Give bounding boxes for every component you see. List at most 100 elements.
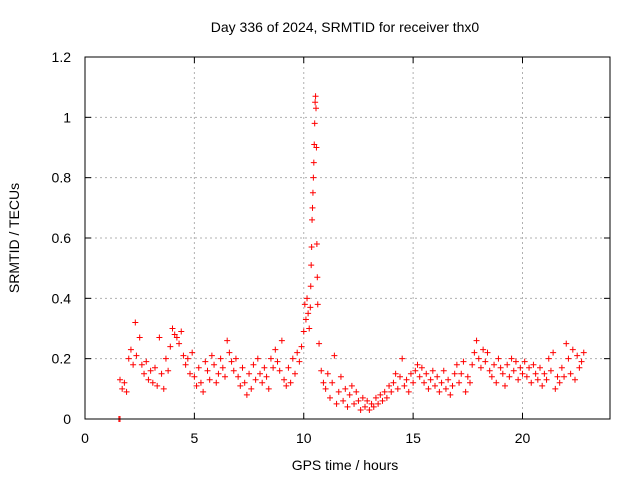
data-point	[173, 334, 180, 341]
data-point	[329, 379, 336, 386]
data-point	[491, 361, 498, 368]
data-point	[145, 376, 152, 383]
data-point	[160, 385, 167, 392]
data-point	[178, 328, 185, 335]
data-point	[364, 397, 371, 404]
data-point	[311, 141, 318, 148]
data-point	[397, 373, 403, 380]
data-point	[191, 373, 198, 380]
data-point	[318, 367, 325, 374]
data-point	[310, 159, 317, 166]
data-point	[418, 364, 425, 371]
data-point	[281, 376, 288, 383]
data-point	[512, 358, 519, 365]
data-point	[543, 376, 550, 383]
data-point	[456, 379, 463, 386]
plot-frame	[84, 56, 611, 420]
data-point	[534, 376, 541, 383]
y-tick-label: 1	[63, 109, 71, 125]
data-point	[309, 189, 316, 196]
data-points	[115, 93, 587, 422]
data-point	[436, 388, 443, 395]
data-point	[308, 262, 315, 269]
data-point	[143, 358, 150, 365]
data-point	[171, 331, 178, 338]
data-point	[357, 406, 364, 413]
data-point	[539, 382, 546, 389]
data-point	[460, 358, 467, 365]
data-point	[314, 301, 321, 308]
data-point	[187, 370, 193, 377]
data-point	[272, 346, 279, 353]
data-point	[302, 316, 309, 323]
axis-ticks: 0 0.2 0.4 0.6 0.8 1 1.2 0 5 10 15 20	[52, 49, 610, 446]
data-point	[228, 358, 235, 365]
data-point	[386, 382, 393, 389]
y-tick-label: 0.4	[52, 290, 72, 306]
data-point	[434, 373, 441, 380]
data-point	[313, 241, 320, 248]
data-point	[475, 355, 482, 362]
data-point	[158, 370, 165, 377]
data-point	[403, 376, 410, 383]
x-tick-label: 15	[405, 430, 421, 446]
data-point	[580, 349, 587, 356]
data-point	[176, 340, 183, 347]
data-point	[541, 370, 548, 377]
data-point	[432, 382, 438, 389]
data-point	[348, 382, 355, 389]
data-point	[407, 370, 414, 377]
x-tick-label: 0	[81, 430, 89, 446]
y-tick-label: 0.8	[52, 170, 72, 186]
data-point	[462, 388, 469, 395]
data-point	[375, 400, 382, 407]
x-tick-label: 20	[515, 430, 531, 446]
data-point	[327, 394, 333, 401]
data-point	[133, 352, 140, 359]
data-point	[267, 355, 274, 362]
data-point	[289, 355, 296, 362]
data-point	[309, 216, 316, 223]
data-point	[556, 379, 563, 386]
data-point	[528, 379, 535, 386]
data-point	[342, 385, 349, 392]
data-point	[305, 310, 312, 317]
data-point	[545, 355, 552, 362]
data-point	[390, 379, 397, 386]
data-point	[331, 352, 338, 359]
data-point	[167, 343, 174, 350]
data-point	[123, 388, 130, 395]
data-point	[283, 382, 290, 389]
data-point	[230, 367, 237, 374]
data-point	[206, 376, 213, 383]
data-point	[447, 391, 454, 398]
data-point	[232, 355, 239, 362]
data-point	[294, 349, 301, 356]
data-point	[381, 388, 388, 395]
data-point	[467, 379, 473, 386]
data-point	[301, 301, 308, 308]
data-point	[180, 352, 187, 359]
data-point	[438, 379, 445, 386]
data-point	[477, 364, 484, 371]
data-point	[237, 382, 244, 389]
data-point	[537, 364, 543, 371]
data-point	[416, 373, 423, 380]
data-point	[314, 274, 321, 281]
data-point	[486, 367, 493, 374]
data-point	[335, 388, 342, 395]
data-point	[215, 370, 222, 377]
data-point	[554, 373, 561, 380]
data-point	[488, 373, 495, 380]
data-point	[388, 388, 395, 395]
data-point	[224, 337, 231, 344]
data-point	[309, 204, 316, 211]
data-point	[147, 367, 154, 374]
data-point	[515, 376, 522, 383]
data-point	[254, 355, 261, 362]
data-point	[504, 361, 511, 368]
data-point	[296, 358, 303, 365]
data-point	[423, 370, 430, 377]
data-point	[211, 361, 218, 368]
data-point	[379, 397, 386, 404]
